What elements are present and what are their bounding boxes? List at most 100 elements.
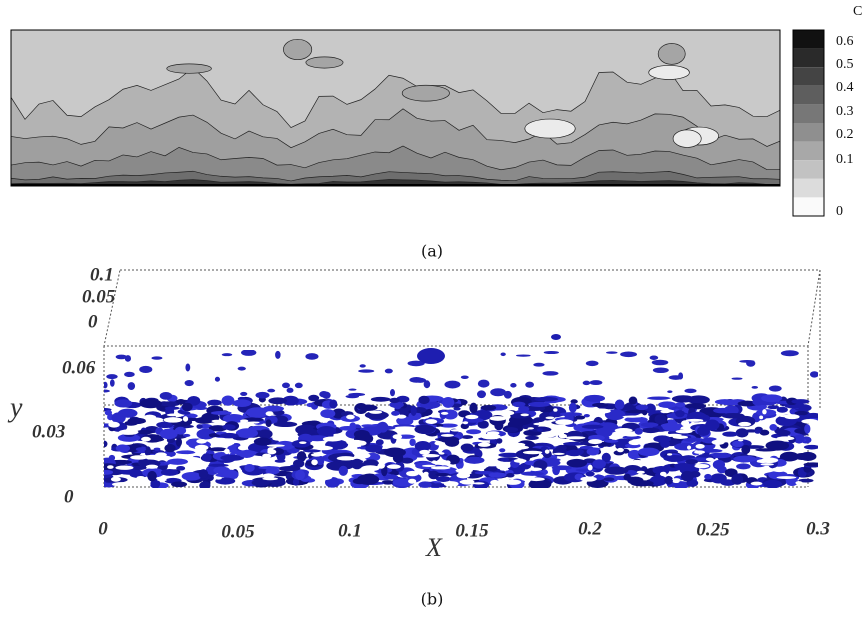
blob: [295, 424, 318, 435]
blob: [731, 473, 744, 485]
colorbar-tick: 0.4: [836, 80, 854, 95]
blob: [104, 469, 114, 475]
blob: [504, 427, 519, 433]
gap: [513, 458, 527, 463]
blob: [160, 469, 179, 476]
blob: [614, 399, 625, 410]
gap: [520, 413, 529, 417]
gap: [660, 410, 671, 414]
gap: [145, 464, 159, 469]
gap: [166, 413, 180, 417]
blob: [583, 394, 606, 402]
blob: [793, 433, 805, 444]
colorbar-tick: 0.6: [836, 34, 854, 49]
blob: [735, 428, 749, 438]
gap: [262, 453, 272, 459]
blob: [673, 462, 697, 469]
contour-patch: [657, 43, 686, 65]
colorbar-swatch: [793, 30, 824, 49]
gap: [356, 452, 371, 459]
gap: [267, 447, 274, 453]
gap: [501, 410, 515, 416]
gap: [246, 421, 260, 424]
gap: [423, 471, 429, 476]
gap: [771, 467, 787, 473]
blob: [640, 422, 659, 428]
blob: [586, 447, 600, 456]
colorbar-tick: 0.3: [836, 104, 854, 119]
blob: [176, 399, 186, 405]
blob: [585, 360, 599, 367]
gap: [760, 463, 774, 466]
gap: [224, 448, 230, 455]
blob: [139, 365, 153, 374]
blob: [518, 406, 530, 413]
blob: [731, 377, 743, 380]
blob: [159, 392, 173, 400]
blob: [237, 366, 246, 371]
gap: [377, 462, 385, 469]
blob: [628, 396, 638, 405]
blob: [282, 382, 290, 389]
contour-patch: [166, 63, 212, 74]
blob: [396, 416, 414, 426]
blob: [649, 475, 668, 486]
blob: [409, 438, 416, 447]
blob: [568, 402, 577, 413]
blob: [664, 475, 673, 485]
blob: [144, 446, 152, 457]
gap: [130, 455, 148, 460]
z-tick-label: 0: [88, 311, 98, 332]
blob: [721, 412, 745, 419]
blob: [713, 407, 733, 414]
gap: [675, 429, 693, 434]
gap: [262, 473, 275, 479]
blob: [754, 429, 761, 434]
gap: [322, 436, 343, 442]
blob: [418, 395, 430, 405]
gap: [299, 441, 307, 445]
blob: [392, 453, 404, 463]
blob: [209, 447, 227, 452]
plot-frame: [10, 29, 781, 187]
blob: [308, 394, 320, 402]
blob: [109, 379, 115, 387]
colorbar-tick: 0.2: [836, 127, 854, 142]
gap: [527, 427, 535, 430]
blob: [384, 368, 393, 374]
blob: [410, 405, 417, 416]
blob: [348, 392, 366, 397]
blob: [400, 457, 414, 464]
contour-patch: [672, 129, 702, 148]
blob: [273, 421, 298, 428]
gap: [211, 419, 222, 423]
blob: [417, 348, 445, 364]
blob: [453, 406, 461, 411]
blob: [253, 437, 272, 446]
z-tick-label: 0.05: [82, 286, 116, 307]
blob: [238, 449, 255, 458]
gap: [533, 422, 552, 426]
blob: [791, 399, 810, 404]
blob: [222, 414, 246, 424]
gap: [552, 452, 565, 455]
blob: [623, 473, 631, 481]
gap: [107, 465, 114, 469]
gap: [118, 429, 139, 435]
blob: [592, 459, 606, 469]
z-tick-label: 0.1: [90, 264, 114, 285]
gap: [636, 470, 645, 474]
blob: [500, 352, 506, 357]
blob: [156, 421, 174, 429]
gap: [141, 436, 151, 442]
gap: [482, 462, 502, 467]
blob: [282, 395, 299, 406]
blob: [187, 396, 201, 406]
blob: [241, 350, 257, 356]
blob: [527, 401, 551, 407]
blob: [803, 462, 818, 467]
blob: [675, 402, 686, 408]
gap: [440, 411, 449, 415]
y-axis-label: y: [7, 392, 23, 423]
gap: [509, 445, 530, 450]
